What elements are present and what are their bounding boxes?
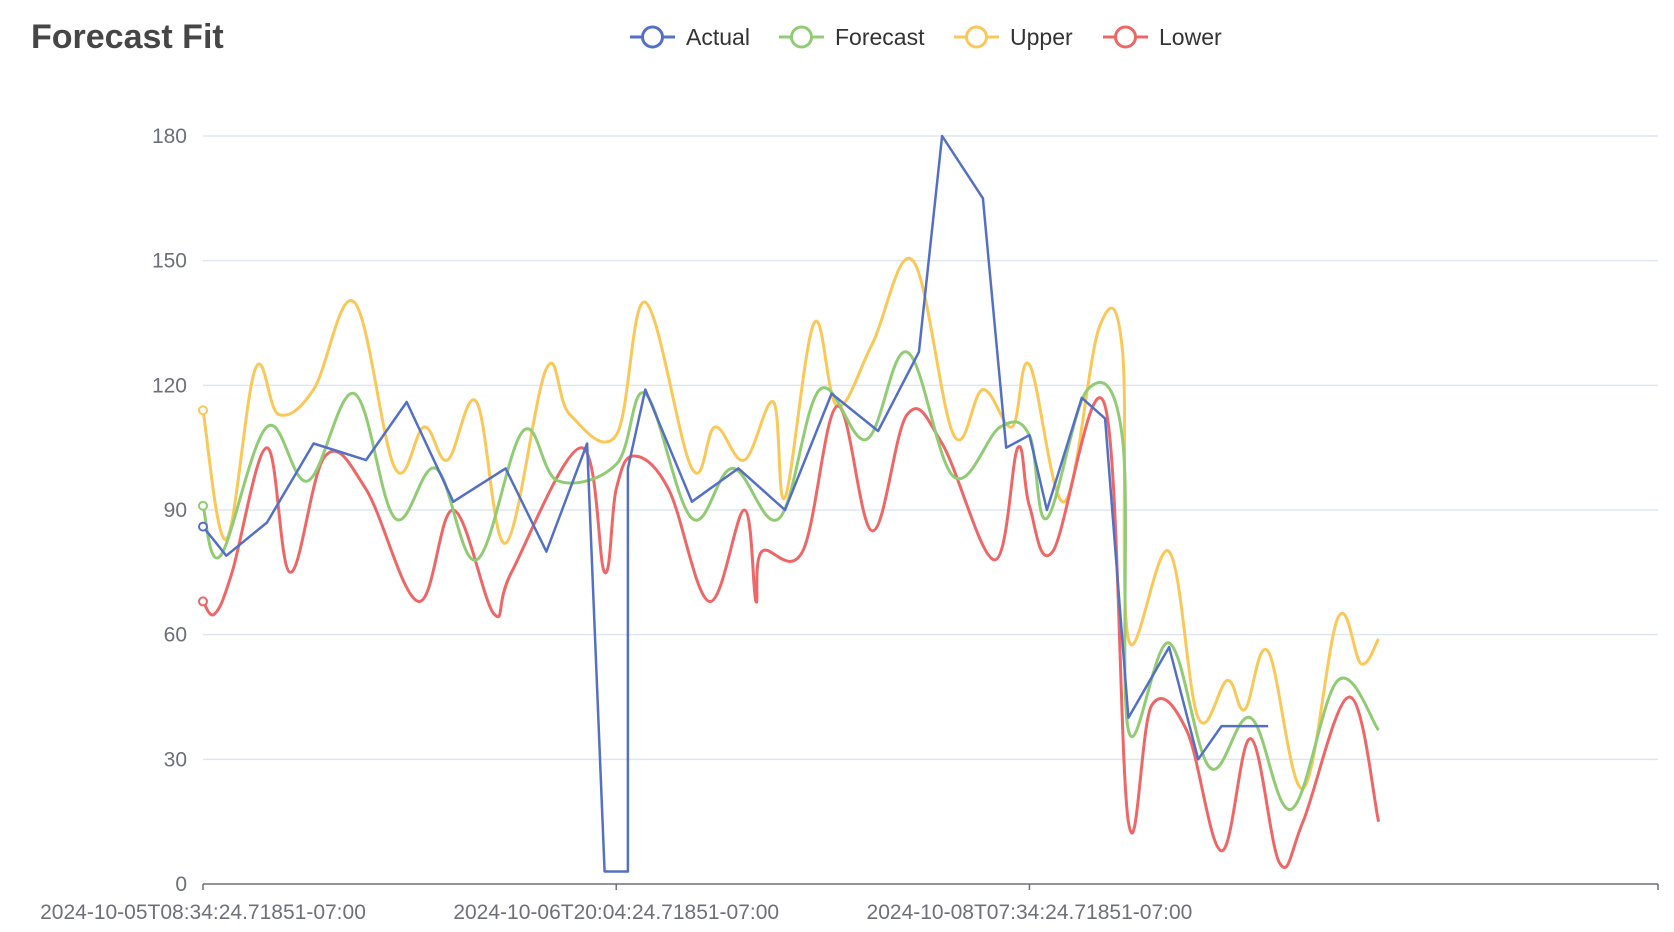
chart-title: Forecast Fit: [31, 18, 224, 56]
legend-marker-icon: [1114, 25, 1137, 49]
legend-marker-icon: [790, 25, 813, 49]
y-tick-label: 60: [164, 624, 187, 647]
series-line-forecast[interactable]: [201, 350, 1380, 811]
x-tick-label: 2024-10-08T07:34:24.71851-07:00: [867, 901, 1193, 924]
legend[interactable]: Actual Forecast Upper Lower: [630, 24, 1222, 50]
y-tick-label: 90: [164, 499, 187, 522]
legend-item-lower[interactable]: Lower: [1103, 24, 1222, 50]
series-start-marker-actual: [198, 521, 208, 532]
legend-item-upper[interactable]: Upper: [954, 24, 1073, 50]
series-layer: [198, 134, 1381, 873]
legend-item-forecast[interactable]: Forecast: [779, 24, 925, 50]
legend-label: Lower: [1159, 24, 1222, 50]
series-start-marker-upper: [198, 405, 208, 416]
y-tick-label: 0: [175, 873, 187, 896]
series-line-lower[interactable]: [201, 396, 1381, 869]
legend-label: Actual: [686, 24, 750, 50]
y-tick-label: 30: [164, 748, 187, 771]
grid-layer: [203, 135, 1658, 761]
series-start-marker-lower: [198, 596, 208, 607]
legend-label: Upper: [1010, 24, 1073, 50]
y-tick-label: 150: [152, 250, 187, 273]
series-start-marker-forecast: [198, 500, 208, 511]
x-tick-label: 2024-10-05T08:34:24.71851-07:00: [40, 901, 366, 924]
x-tick-label: 2024-10-06T20:04:24.71851-07:00: [453, 901, 779, 924]
y-tick-label: 120: [152, 374, 187, 397]
axis-layer: 0 30 60 90 120 150 180 2024-10-05T08:34:24.7185…: [40, 125, 1659, 924]
legend-marker-icon: [965, 25, 988, 49]
y-tick-label: 180: [152, 125, 187, 148]
legend-label: Forecast: [835, 24, 925, 50]
series-line-upper[interactable]: [201, 256, 1380, 790]
series-line-actual[interactable]: [202, 134, 1269, 873]
legend-item-actual[interactable]: Actual: [630, 24, 750, 50]
legend-marker-icon: [641, 25, 664, 49]
